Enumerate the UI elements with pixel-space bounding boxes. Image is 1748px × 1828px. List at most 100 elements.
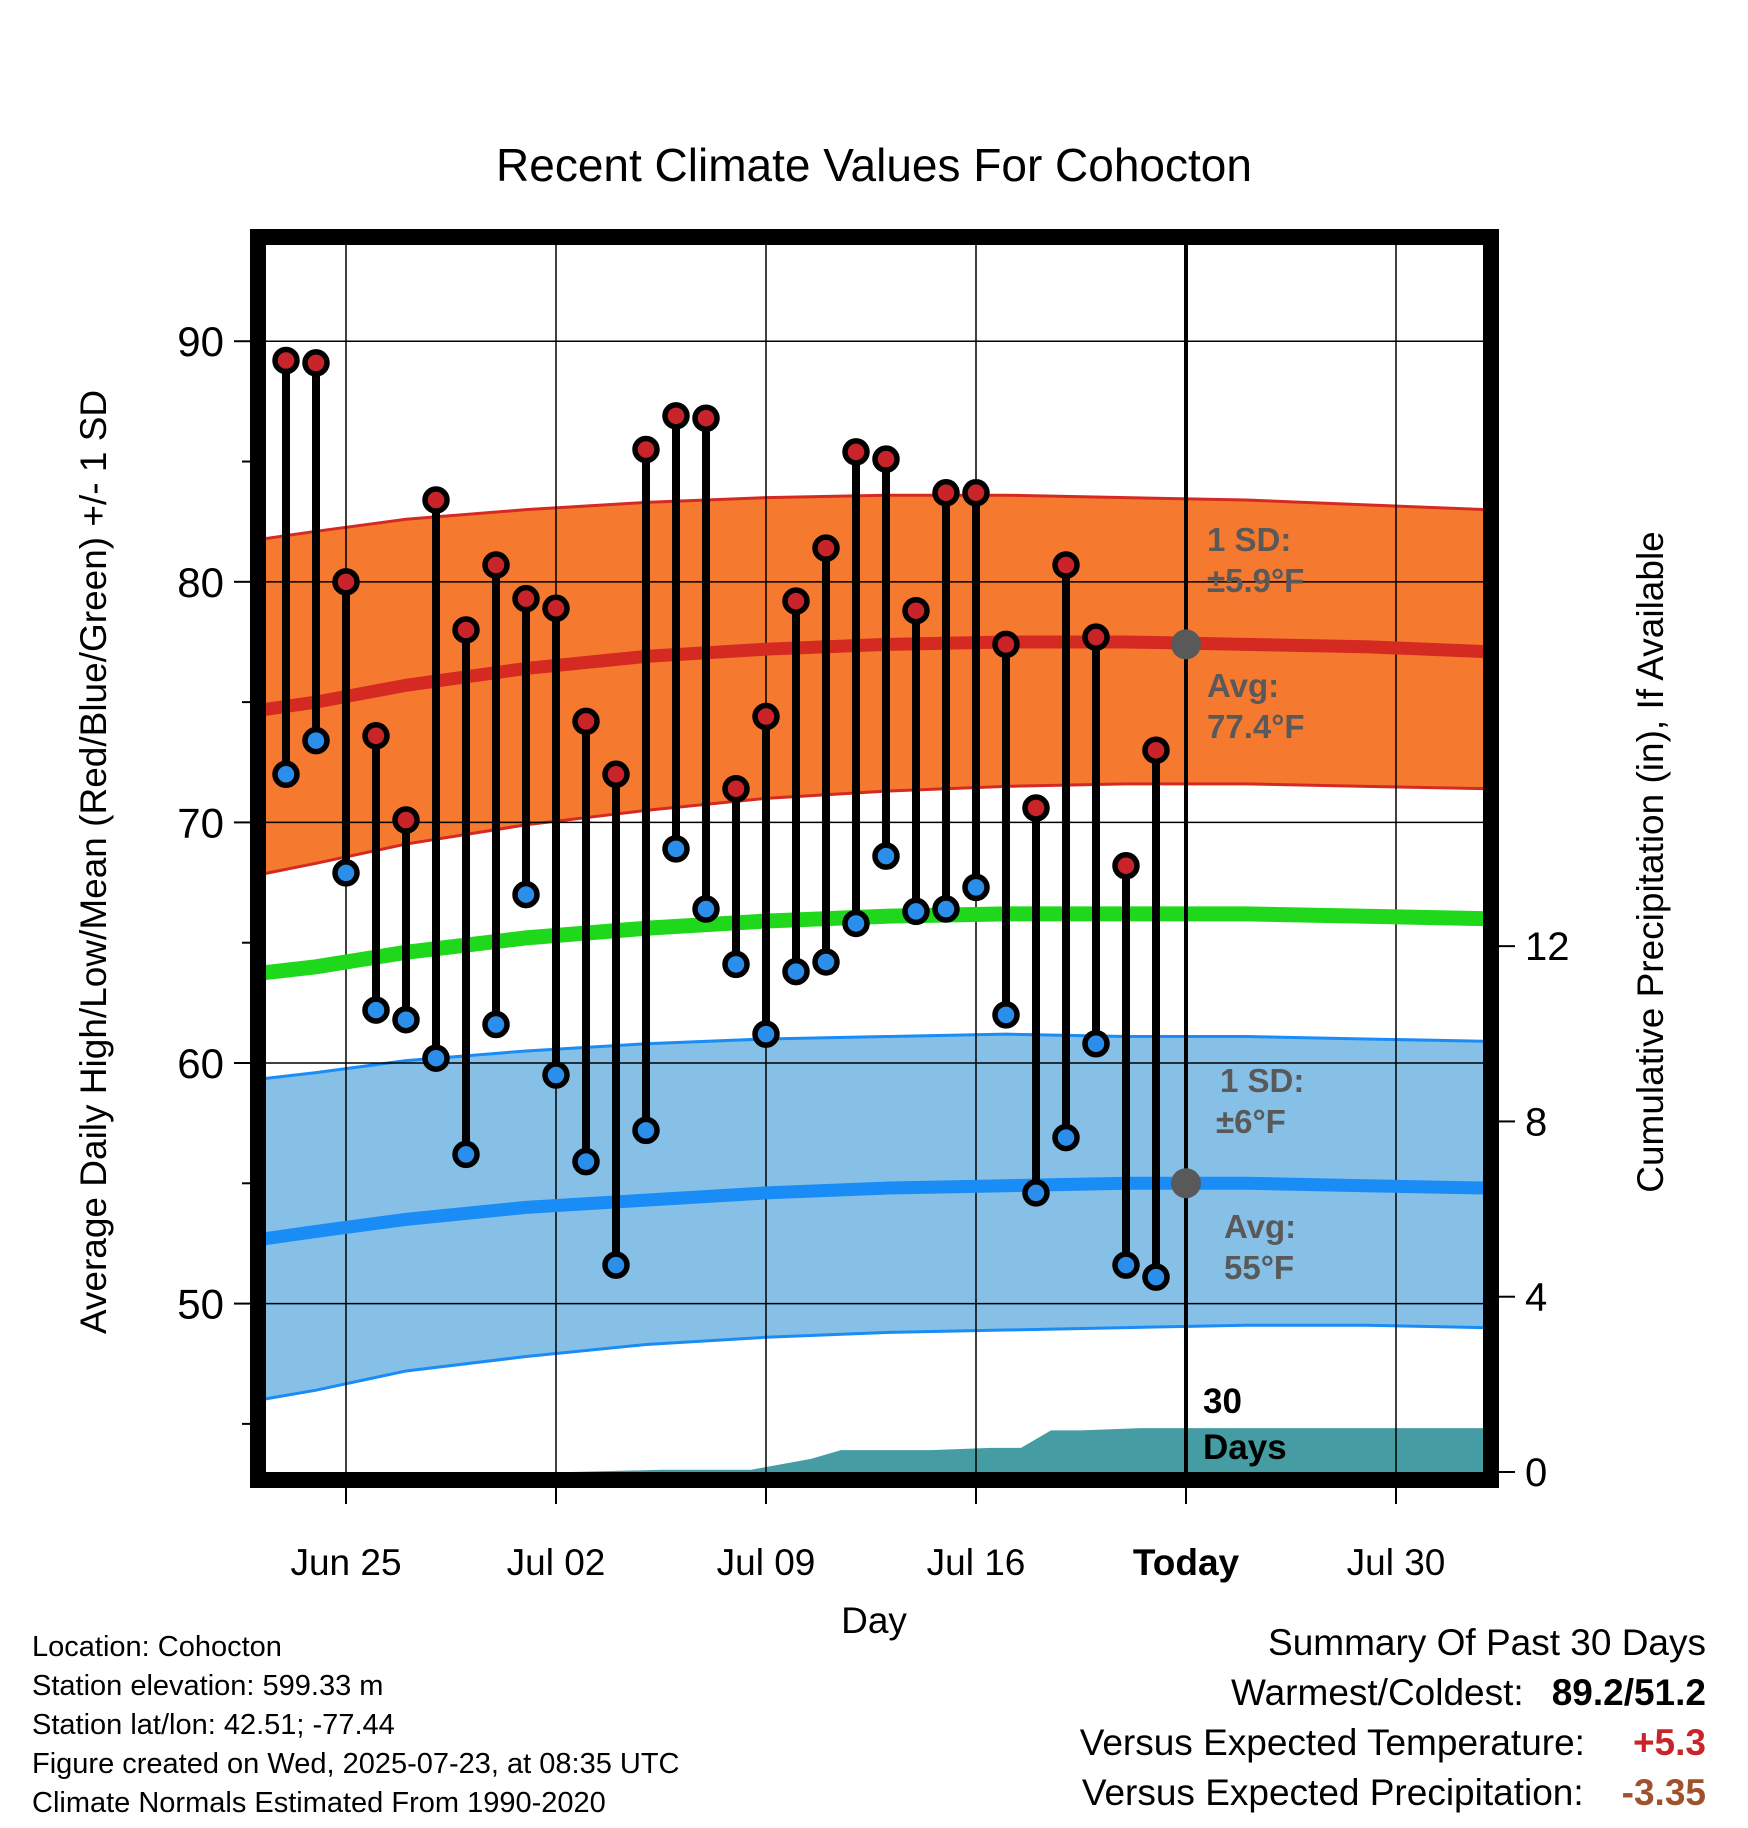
daily-high-point bbox=[1142, 736, 1170, 764]
summary-precip-row: Versus Expected Precipitation: -3.35 bbox=[1080, 1768, 1706, 1818]
daily-high-point bbox=[782, 587, 810, 615]
daily-high-point bbox=[332, 568, 360, 596]
daily-high-point bbox=[482, 551, 510, 579]
summary-panel: Summary Of Past 30 Days Warmest/Coldest:… bbox=[1080, 1618, 1706, 1818]
chart-title: Recent Climate Values For Cohocton bbox=[496, 139, 1252, 191]
daily-low-point bbox=[752, 1020, 780, 1048]
daily-low-point bbox=[1052, 1123, 1080, 1152]
y-tick-label: 90 bbox=[177, 318, 224, 365]
window-label-unit: Days bbox=[1203, 1428, 1287, 1467]
daily-high-point bbox=[452, 616, 480, 644]
daily-low-point bbox=[1142, 1263, 1170, 1291]
y-tick-label: 60 bbox=[177, 1040, 224, 1087]
daily-high-point bbox=[542, 594, 570, 623]
daily-low-point bbox=[512, 880, 540, 909]
daily-high-point bbox=[1082, 623, 1110, 651]
y2-tick-label: 12 bbox=[1525, 925, 1570, 969]
daily-high-point bbox=[962, 479, 990, 507]
y-tick-label: 70 bbox=[177, 799, 224, 846]
x-tick-label: Jul 02 bbox=[507, 1542, 606, 1583]
daily-high-point bbox=[632, 435, 660, 464]
daily-low-point bbox=[332, 859, 360, 887]
daily-high-point bbox=[362, 722, 390, 750]
summary-warm-cold-label: Warmest/Coldest: bbox=[1231, 1672, 1524, 1713]
daily-low-point bbox=[602, 1251, 630, 1279]
daily-low-point bbox=[722, 950, 750, 979]
daily-low-point bbox=[662, 835, 690, 863]
daily-high-point bbox=[572, 707, 600, 736]
plot-frame bbox=[250, 229, 1499, 1488]
x-axis-title: Day bbox=[841, 1600, 907, 1641]
footer-latlon: Station lat/lon: 42.51; -77.44 bbox=[32, 1709, 395, 1741]
plot-area: 1 SD: ±5.9°F Avg: 77.4°F 1 SD: ±6°F Avg: 55°F 30… bbox=[266, 245, 1483, 1472]
low-sd-label: 1 SD: bbox=[1220, 1062, 1304, 1099]
daily-low-point bbox=[272, 760, 300, 789]
x-tick-label: Jul 09 bbox=[717, 1542, 816, 1583]
daily-high-point bbox=[992, 630, 1020, 659]
daily-high-point bbox=[842, 438, 870, 466]
today-high-avg-marker bbox=[1171, 629, 1201, 660]
high-sd-label: 1 SD: bbox=[1207, 521, 1291, 558]
low-lower-edge bbox=[266, 1323, 1483, 1401]
summary-temp-row: Versus Expected Temperature: +5.3 bbox=[1080, 1718, 1706, 1768]
x-tick-label: Jul 16 bbox=[927, 1542, 1026, 1583]
y-axis-title: Average Daily High/Low/Mean (Red/Blue/Gr… bbox=[73, 390, 114, 1334]
daily-high-point bbox=[812, 534, 840, 562]
footer-normals: Climate Normals Estimated From 1990-2020 bbox=[32, 1787, 606, 1819]
y2-axis-title: Cumulative Precipitation (in), If Availa… bbox=[1630, 531, 1671, 1193]
daily-low-point bbox=[362, 996, 390, 1024]
daily-low-point bbox=[632, 1116, 660, 1145]
daily-low-point bbox=[782, 957, 810, 986]
daily-low-point bbox=[572, 1147, 600, 1176]
summary-title: Summary Of Past 30 Days bbox=[1268, 1622, 1706, 1663]
daily-low-point bbox=[422, 1044, 450, 1072]
y-tick-label: 50 bbox=[177, 1281, 224, 1328]
precip-area bbox=[266, 1428, 1483, 1472]
low-sd-band bbox=[266, 1034, 1483, 1399]
y2-tick-label: 4 bbox=[1525, 1276, 1547, 1320]
summary-temp-value: +5.3 bbox=[1632, 1722, 1706, 1763]
daily-high-point bbox=[692, 404, 720, 432]
high-sd-band bbox=[266, 495, 1483, 874]
daily-low-point bbox=[1112, 1251, 1140, 1279]
window-label-count: 30 bbox=[1203, 1382, 1242, 1421]
normal-low-line bbox=[266, 1176, 1483, 1246]
today-low-avg-marker bbox=[1171, 1168, 1201, 1199]
daily-low-point bbox=[932, 895, 960, 923]
footer-location: Location: Cohocton bbox=[32, 1631, 282, 1663]
y2-tick-label: 0 bbox=[1525, 1451, 1547, 1495]
daily-low-point bbox=[302, 726, 330, 755]
daily-low-point bbox=[1022, 1179, 1050, 1207]
low-sd-value: ±6°F bbox=[1216, 1103, 1286, 1140]
daily-low-point bbox=[1082, 1030, 1110, 1058]
daily-high-point bbox=[1112, 851, 1140, 880]
daily-high-point bbox=[272, 346, 300, 375]
daily-high-point bbox=[422, 486, 450, 514]
summary-warm-cold-row: Warmest/Coldest: 89.2/51.2 bbox=[1080, 1668, 1706, 1718]
daily-low-point bbox=[902, 897, 930, 926]
daily-high-point bbox=[872, 445, 900, 473]
daily-high-point bbox=[512, 584, 540, 613]
daily-low-point bbox=[842, 909, 870, 938]
daily-high-point bbox=[1052, 551, 1080, 579]
daily-high-point bbox=[722, 774, 750, 803]
footer-created: Figure created on Wed, 2025-07-23, at 08… bbox=[32, 1748, 680, 1780]
daily-high-point bbox=[1022, 794, 1050, 822]
summary-temp-label: Versus Expected Temperature: bbox=[1079, 1722, 1585, 1763]
x-tick-label: Jul 30 bbox=[1347, 1542, 1446, 1583]
daily-high-point bbox=[602, 760, 630, 789]
daily-high-point bbox=[662, 402, 690, 430]
daily-low-point bbox=[392, 1005, 420, 1034]
low-avg-value: 55°F bbox=[1224, 1249, 1294, 1286]
daily-high-point bbox=[302, 349, 330, 377]
daily-high-point bbox=[932, 479, 960, 507]
summary-warm-cold-value: 89.2/51.2 bbox=[1551, 1672, 1706, 1713]
daily-low-point bbox=[962, 873, 990, 902]
daily-high-point bbox=[392, 806, 420, 834]
normal-mean-line bbox=[266, 906, 1483, 981]
x-tick-label: Jun 25 bbox=[290, 1542, 401, 1583]
y2-tick-label: 8 bbox=[1525, 1100, 1547, 1144]
summary-precip-value: -3.35 bbox=[1621, 1772, 1706, 1813]
low-upper-edge bbox=[266, 1032, 1483, 1080]
high-avg-label: Avg: bbox=[1207, 667, 1279, 704]
